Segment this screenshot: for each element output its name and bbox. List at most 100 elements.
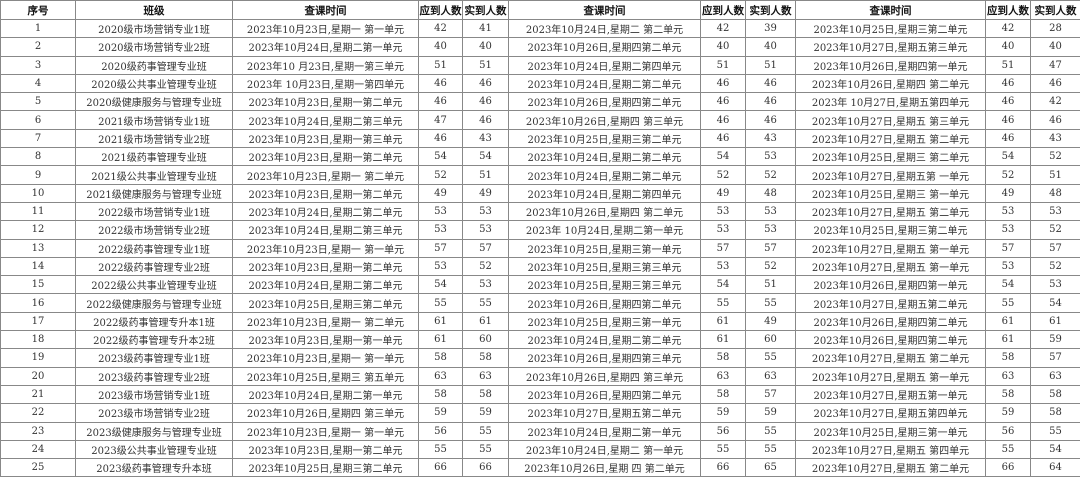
table-cell: 18 bbox=[0, 330, 76, 350]
table-cell: 2023年10月26日,星期四第二单元 bbox=[795, 311, 986, 332]
table-cell: 2023级公共事业管理专业班 bbox=[75, 439, 233, 460]
table-cell: 46 bbox=[418, 92, 463, 112]
table-cell: 2023级药事管理专业2班 bbox=[75, 366, 233, 386]
table-cell: 2023年10月23日,星期一第二单元 bbox=[232, 147, 419, 167]
table-cell: 46 bbox=[462, 73, 509, 94]
table-cell: 2023年10月24日,星期二第四单元 bbox=[508, 55, 701, 75]
header-cell: 实到人数 bbox=[462, 0, 509, 20]
table-cell: 55 bbox=[700, 439, 746, 460]
table-cell: 2023级市场营销专业2班 bbox=[75, 403, 233, 423]
table-cell: 51 bbox=[1030, 165, 1080, 185]
table-cell: 46 bbox=[745, 92, 796, 112]
table-cell: 2023年10月27日,星期五第四单元 bbox=[795, 403, 986, 423]
table-cell: 2020级市场营销专业1班 bbox=[75, 18, 233, 39]
table-cell: 2023年 10月27日,星期五第四单元 bbox=[795, 92, 986, 112]
table-cell: 57 bbox=[462, 238, 509, 258]
table-cell: 7 bbox=[0, 128, 76, 149]
table-cell: 1 bbox=[0, 18, 76, 39]
table-cell: 46 bbox=[745, 73, 796, 94]
table-cell: 46 bbox=[745, 110, 796, 130]
table-cell: 2023年10月26日,星期 四 第二单元 bbox=[508, 458, 701, 478]
table-cell: 55 bbox=[462, 439, 509, 460]
table-cell: 55 bbox=[745, 293, 796, 313]
table-cell: 51 bbox=[462, 55, 509, 75]
table-cell: 11 bbox=[0, 201, 76, 222]
table-cell: 54 bbox=[700, 147, 746, 167]
table-cell: 49 bbox=[985, 183, 1031, 203]
table-cell: 59 bbox=[1030, 330, 1080, 350]
table-cell: 2023年10月24日,星期二第二单元 bbox=[232, 275, 419, 295]
table-row: 13 2022级药事管理专业1班 2023年10月23日,星期一 第一单元 57 57 2… bbox=[0, 238, 1080, 258]
table-cell: 63 bbox=[418, 366, 463, 386]
table-cell: 56 bbox=[700, 421, 746, 441]
table-row: 6 2021级市场营销专业1班 2023年10月24日,星期二第三单元 47 46 202… bbox=[0, 110, 1080, 130]
table-cell: 57 bbox=[745, 384, 796, 405]
table-row: 4 2020级公共事业管理专业班 2023年 10月23日,星期一第四单元 46 46 2… bbox=[0, 73, 1080, 94]
table-cell: 2020级市场营销专业2班 bbox=[75, 37, 233, 57]
table-cell: 53 bbox=[700, 256, 746, 277]
table-cell: 2023年10月26日,星期四第三单元 bbox=[508, 348, 701, 368]
table-cell: 2023年10月27日,星期五 第二单元 bbox=[795, 201, 986, 222]
table-cell: 2023年10月27日,星期五 第二单元 bbox=[795, 458, 986, 478]
table-cell: 46 bbox=[985, 110, 1031, 130]
table-cell: 53 bbox=[745, 147, 796, 167]
table-cell: 2022级药事管理专升本1班 bbox=[75, 311, 233, 332]
table-cell: 2020级公共事业管理专业班 bbox=[75, 73, 233, 94]
table-cell: 53 bbox=[985, 201, 1031, 222]
header-cell: 班级 bbox=[75, 0, 233, 20]
table-cell: 2023年10月24日,星期二第一单元 bbox=[508, 421, 701, 441]
table-cell: 42 bbox=[700, 18, 746, 39]
table-cell: 52 bbox=[700, 165, 746, 185]
table-cell: 2021级公共事业管理专业班 bbox=[75, 165, 233, 185]
table-cell: 2023年10月27日,星期五第二单元 bbox=[508, 403, 701, 423]
table-cell: 46 bbox=[462, 110, 509, 130]
table-cell: 25 bbox=[0, 458, 76, 478]
table-cell: 55 bbox=[462, 293, 509, 313]
table-row: 5 2020级健康服务与管理专业班 2023年10月23日,星期一第二单元 46 46 2… bbox=[0, 92, 1080, 112]
table-cell: 2023年10月24日,星期二第二单元 bbox=[508, 73, 701, 94]
table-row: 14 2022级药事管理专业2班 2023年10月23日,星期一第二单元 53 52 20… bbox=[0, 256, 1080, 277]
table-row: 3 2020级药事管理专业班 2023年10 月23日,星期一第三单元 51 51 202… bbox=[0, 55, 1080, 75]
table-cell: 49 bbox=[700, 183, 746, 203]
table-cell: 63 bbox=[985, 366, 1031, 386]
table-cell: 2021级市场营销专业1班 bbox=[75, 110, 233, 130]
table-cell: 43 bbox=[1030, 128, 1080, 149]
table-cell: 55 bbox=[418, 439, 463, 460]
table-cell: 58 bbox=[985, 348, 1031, 368]
table-cell: 2021级健康服务与管理专业班 bbox=[75, 183, 233, 203]
table-cell: 46 bbox=[700, 73, 746, 94]
table-cell: 2023年10月26日,星期四第二单元 bbox=[795, 330, 986, 350]
table-cell: 21 bbox=[0, 384, 76, 405]
table-cell: 20 bbox=[0, 366, 76, 386]
table-cell: 59 bbox=[700, 403, 746, 423]
table-cell: 40 bbox=[462, 37, 509, 57]
table-cell: 28 bbox=[1030, 18, 1080, 39]
table-cell: 5 bbox=[0, 92, 76, 112]
table-cell: 46 bbox=[700, 92, 746, 112]
table-cell: 57 bbox=[700, 238, 746, 258]
table-cell: 58 bbox=[462, 348, 509, 368]
table-cell: 51 bbox=[985, 55, 1031, 75]
table-cell: 2023年10月26日,星期四第二单元 bbox=[508, 384, 701, 405]
table-cell: 58 bbox=[700, 384, 746, 405]
header-cell: 应到人数 bbox=[700, 0, 746, 20]
table-cell: 60 bbox=[745, 330, 796, 350]
table-cell: 2023年10月24日,星期二第一单元 bbox=[232, 37, 419, 57]
table-cell: 61 bbox=[418, 330, 463, 350]
table-cell: 54 bbox=[1030, 439, 1080, 460]
table-row: 1 2020级市场营销专业1班 2023年10月23日,星期一 第一单元 42 41 20… bbox=[0, 18, 1080, 39]
table-cell: 2023年10月25日,星期三第一单元 bbox=[508, 238, 701, 258]
table-row: 12 2022级市场营销专业2班 2023年10月24日,星期二第三单元 53 53 20… bbox=[0, 220, 1080, 240]
table-cell: 2023年10月23日,星期一 第二单元 bbox=[232, 311, 419, 332]
table-cell: 2021级药事管理专业班 bbox=[75, 147, 233, 167]
table-row: 10 2021级健康服务与管理专业班 2023年10月23日,星期一第二单元 49 49… bbox=[0, 183, 1080, 203]
table-cell: 2023年10月23日,星期一第三单元 bbox=[232, 128, 419, 149]
table-cell: 46 bbox=[985, 92, 1031, 112]
table-cell: 2 bbox=[0, 37, 76, 57]
header-cell: 查课时间 bbox=[232, 0, 419, 20]
table-cell: 60 bbox=[462, 330, 509, 350]
table-cell: 2023年10月27日,星期五第二单元 bbox=[795, 293, 986, 313]
table-cell: 52 bbox=[1030, 220, 1080, 240]
table-row: 11 2022级市场营销专业1班 2023年10月24日,星期二第二单元 53 53 20… bbox=[0, 201, 1080, 222]
table-cell: 2022级药事管理专业1班 bbox=[75, 238, 233, 258]
